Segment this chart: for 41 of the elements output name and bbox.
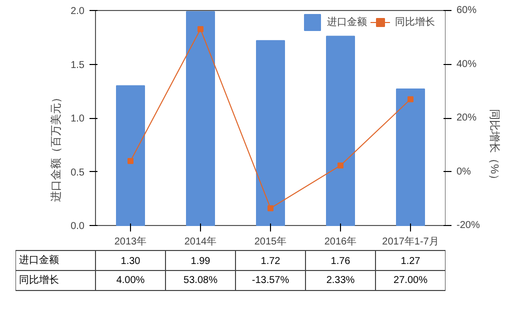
x-tick-label: 2017年1-7月 (382, 236, 439, 248)
point (408, 96, 414, 102)
data-label: 1.99 (190, 256, 211, 267)
data-label: 53.08% (184, 275, 218, 286)
data-label: 1.30 (120, 256, 141, 267)
data-label: 2.33% (326, 275, 355, 286)
text: 进口金额 (19, 255, 59, 266)
x-tick-label: 2015年 (254, 236, 287, 248)
x-tick-label: 2014年 (184, 236, 217, 248)
y2-axis-title: 同比增长（%） (488, 109, 501, 185)
bar (116, 85, 145, 226)
bar (186, 11, 215, 226)
x-tick-label: 2013年 (114, 236, 147, 248)
x-tick-label: 2016年 (324, 236, 357, 248)
data-label: 1.76 (330, 256, 351, 267)
legend-label: 同比增长 (395, 16, 435, 29)
point (128, 158, 134, 164)
bar (326, 36, 355, 226)
data-label: 27.00% (394, 275, 428, 286)
y2-tick-label: 60% (456, 5, 477, 16)
legend-label: 进口金额 (327, 16, 367, 29)
y-axis-title: 进口金额（百万美元） (50, 92, 63, 202)
y2-tick-label: 20% (456, 112, 477, 124)
point (268, 205, 274, 212)
bar (396, 88, 425, 226)
bar (256, 40, 285, 226)
point (338, 162, 344, 168)
data-label: 4.00% (116, 275, 145, 286)
y2-tick-label: -20% (456, 220, 480, 231)
point (198, 26, 204, 32)
data-label: 1.27 (400, 256, 421, 267)
text: 同比增长 (19, 275, 59, 286)
y-tick-label: 0.5 (70, 167, 85, 178)
y-tick-label: 0.0 (70, 221, 85, 232)
y-tick-label: 1.0 (70, 114, 85, 124)
y2-tick-label: 40% (456, 58, 477, 70)
y2-tick-label: 0% (456, 166, 472, 178)
y-tick-label: 2.0 (70, 6, 85, 17)
y-tick-label: 1.5 (70, 60, 85, 71)
data-label: -13.57% (252, 275, 290, 286)
data-label: 1.72 (260, 256, 281, 267)
